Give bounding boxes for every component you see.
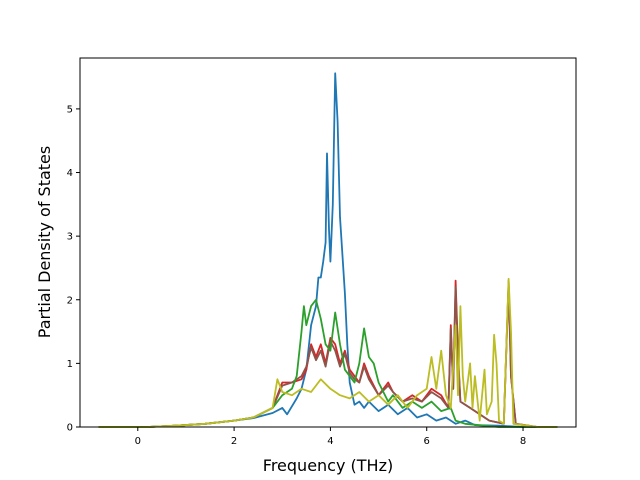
x-tick-label: 6	[424, 436, 430, 447]
series-line-1	[98, 72, 558, 428]
y-tick-label: 5	[67, 104, 73, 115]
x-tick-label: 4	[327, 436, 333, 447]
y-tick-label: 3	[67, 232, 73, 243]
x-tick-label: 8	[520, 436, 526, 447]
x-tick-label: 0	[135, 436, 141, 447]
y-tick-label: 2	[67, 295, 73, 306]
series-line-4	[98, 298, 558, 428]
plot-frame	[79, 57, 577, 428]
y-axis-label: Partial Density of States	[35, 146, 54, 338]
x-axis-ticks: 0 2 4 6 8	[135, 427, 526, 447]
y-tick-label: 1	[67, 359, 73, 370]
x-axis-label: Frequency (THz)	[263, 456, 393, 475]
series-layer	[98, 72, 558, 428]
series-line-3	[98, 283, 558, 428]
x-tick-label: 2	[231, 436, 237, 447]
y-axis-ticks: 0 1 2 3 4 5	[67, 104, 80, 434]
series-line-5	[98, 277, 558, 428]
y-tick-label: 0	[67, 423, 73, 434]
y-tick-label: 4	[67, 168, 73, 179]
